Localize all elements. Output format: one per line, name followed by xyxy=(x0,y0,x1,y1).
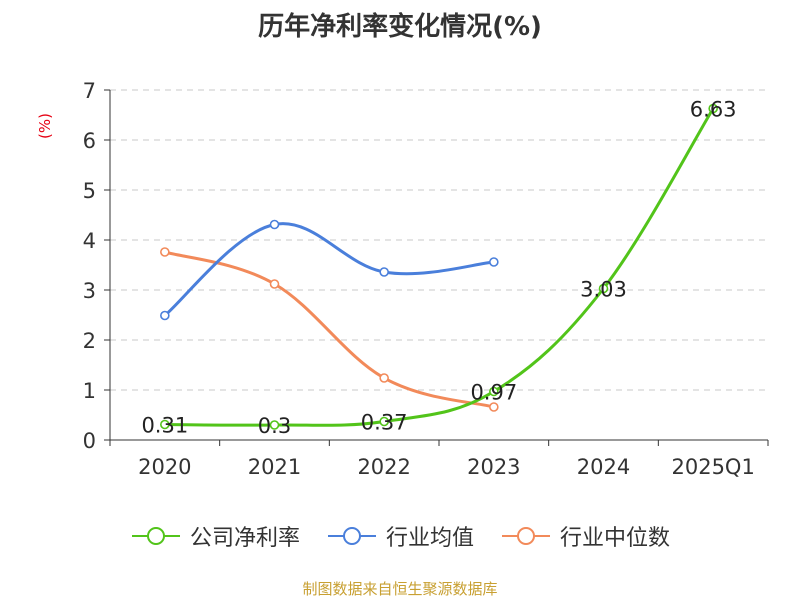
data-point xyxy=(160,247,170,257)
series-line-1 xyxy=(163,222,494,317)
data-point xyxy=(379,267,389,277)
legend-item-company-net-margin[interactable]: 公司净利率 xyxy=(130,520,300,552)
y-tick-label: 4 xyxy=(83,229,96,253)
legend-item-industry-median[interactable]: 行业中位数 xyxy=(500,520,670,552)
data-source-note: 制图数据来自恒生聚源数据库 xyxy=(302,580,498,598)
y-tick-label: 6 xyxy=(83,129,96,153)
chart-legend: 公司净利率 行业均值 行业中位数 xyxy=(0,520,800,552)
data-point xyxy=(379,416,389,427)
data-point xyxy=(708,103,718,114)
data-point xyxy=(269,219,280,230)
legend-swatch-industry-median xyxy=(502,527,550,545)
y-tick-label: 1 xyxy=(83,379,96,403)
data-label: 6.63 xyxy=(690,98,737,122)
data-point xyxy=(489,386,499,397)
x-tick-label: 2022 xyxy=(357,455,410,479)
series-line-2 xyxy=(164,250,495,409)
data-point xyxy=(160,310,170,321)
x-tick-label: 2021 xyxy=(248,455,301,479)
legend-label-company-net-margin: 公司净利率 xyxy=(189,526,300,551)
data-label: 0.3 xyxy=(258,414,291,438)
data-point xyxy=(598,283,609,294)
data-point xyxy=(160,419,170,430)
data-point xyxy=(489,257,499,267)
x-tick-label: 2025Q1 xyxy=(671,455,754,479)
x-tick-label: 2023 xyxy=(467,455,520,479)
chart-title: 历年净利率变化情况(%) xyxy=(258,12,542,42)
data-label: 0.97 xyxy=(470,381,517,405)
y-tick-label: 5 xyxy=(83,179,96,203)
data-label: 3.03 xyxy=(580,278,627,302)
legend-label-industry-median: 行业中位数 xyxy=(560,526,671,551)
data-label: 0.31 xyxy=(141,414,188,438)
legend-item-industry-average[interactable]: 行业均值 xyxy=(326,520,474,552)
legend-label-industry-average: 行业均值 xyxy=(385,526,474,551)
data-point xyxy=(489,402,499,412)
y-tick-label: 7 xyxy=(83,79,96,103)
y-tick-label: 3 xyxy=(83,279,96,303)
data-point xyxy=(269,420,280,430)
y-tick-label: 2 xyxy=(83,329,96,353)
data-point xyxy=(269,279,280,289)
legend-swatch-company-net-margin xyxy=(131,527,180,545)
data-label: 0.37 xyxy=(361,411,408,435)
line-chart: 0 1 2 3 4 5 6 7 2020 2021 2022 2023 2024 2025Q1 0.31 0.… xyxy=(83,79,769,479)
legend-swatch-industry-average xyxy=(327,527,376,545)
data-point xyxy=(379,373,389,383)
series-line-0 xyxy=(164,107,715,427)
y-tick-label: 0 xyxy=(83,429,96,453)
x-tick-label: 2020 xyxy=(138,455,191,479)
x-tick-label: 2024 xyxy=(577,455,630,479)
